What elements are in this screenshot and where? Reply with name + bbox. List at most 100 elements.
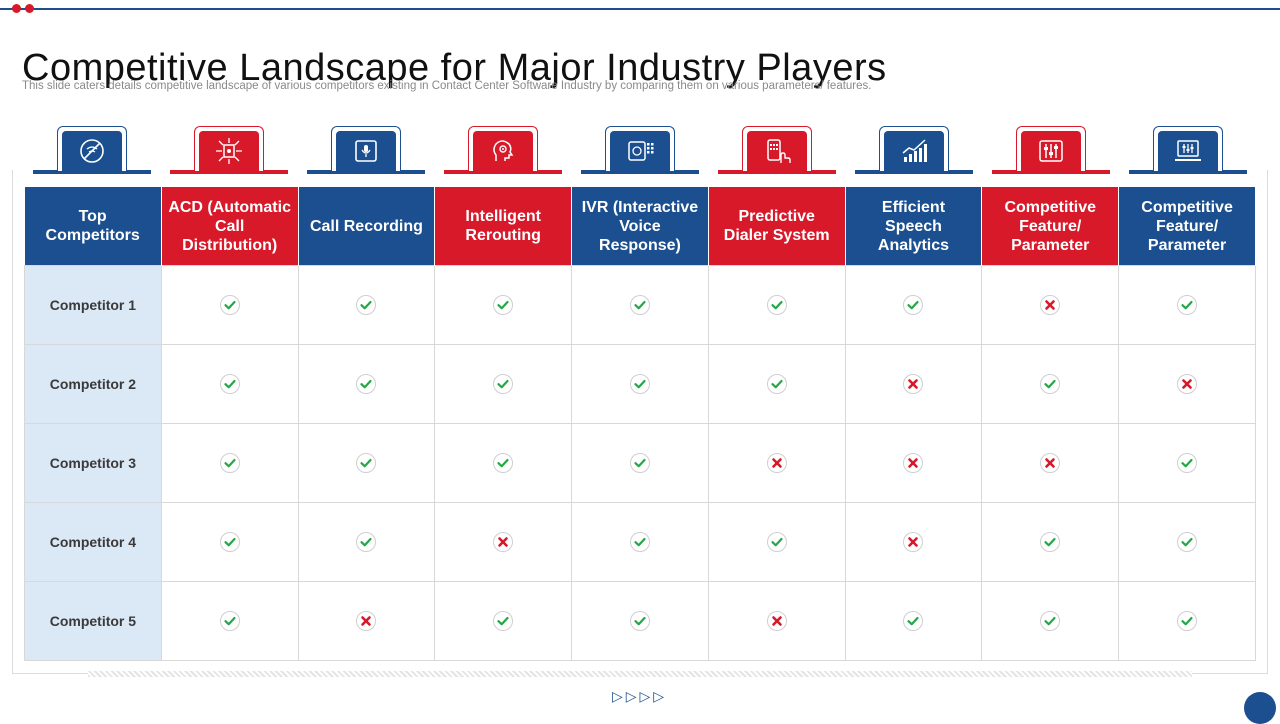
check-icon (1040, 532, 1061, 552)
check-icon (493, 453, 514, 473)
icon-tab-fill (62, 131, 122, 171)
icon-tab (992, 126, 1110, 174)
cross-icon (1040, 295, 1061, 315)
check-icon (356, 453, 377, 473)
feature-cell (1118, 581, 1256, 661)
comparison-table: Top Competitors ACD (Automatic Call Distr… (24, 187, 1256, 661)
check-icon (629, 374, 650, 394)
footer-stripe (88, 671, 1192, 677)
icon-tab-frame (331, 126, 401, 171)
feature-cell (707, 265, 846, 345)
check-icon (219, 532, 240, 552)
icon-tab-fill (199, 131, 259, 171)
icon-tab-frame (1016, 126, 1086, 171)
row-label: Competitor 3 (24, 423, 162, 503)
header-feature: Competitive Feature/ Parameter (981, 187, 1120, 266)
page-title: Competitive Landscape for Major Industry… (22, 47, 887, 90)
feature-cell (571, 581, 709, 661)
table-body: Competitor 1 Competitor 2 Competitor 3 Comp… (24, 265, 1256, 661)
feature-cell (297, 423, 436, 503)
cross-icon (903, 374, 924, 394)
feature-cell (981, 265, 1120, 345)
icon-tab-fill (747, 131, 807, 171)
feature-cell (844, 502, 983, 582)
icon-tab-fill (1158, 131, 1218, 171)
cross-icon (766, 453, 787, 473)
voice-response-icon (628, 141, 654, 161)
icon-tab-fill (473, 131, 533, 171)
icon-tab (307, 126, 425, 174)
feature-cell (844, 581, 983, 661)
feature-cell (1118, 423, 1256, 503)
feature-cell (707, 423, 846, 503)
icon-tab (1129, 126, 1247, 174)
head-gear-icon (493, 140, 514, 161)
icon-tab-bar (170, 170, 288, 174)
table-row: Competitor 3 (24, 423, 1256, 503)
feature-cell (297, 344, 436, 424)
header-feature: Competitive Feature/ Parameter (1118, 187, 1256, 266)
check-icon (356, 374, 377, 394)
row-label: Competitor 5 (24, 581, 162, 661)
feature-cell (160, 344, 299, 424)
feature-cell (844, 423, 983, 503)
cross-icon (1040, 453, 1061, 473)
icon-tab-frame (1153, 126, 1223, 171)
check-icon (1177, 532, 1198, 552)
header-feature: Call Recording (298, 187, 436, 266)
icon-tab (718, 126, 836, 174)
cross-icon (903, 453, 924, 473)
feature-cell (571, 344, 709, 424)
icon-tab (170, 126, 288, 174)
icon-tab (444, 126, 562, 174)
header-feature: Predictive Dialer System (708, 187, 846, 266)
icon-tab (581, 126, 699, 174)
header-feature: IVR (Interactive Voice Response) (571, 187, 709, 266)
feature-cell (707, 502, 846, 582)
icon-tab-bar (992, 170, 1110, 174)
feature-cell (434, 502, 573, 582)
check-icon (219, 611, 240, 631)
icon-tab-frame (605, 126, 675, 171)
row-label: Competitor 1 (24, 265, 162, 345)
cross-icon (1177, 374, 1198, 394)
feature-cell (981, 423, 1120, 503)
feature-cell (160, 265, 299, 345)
check-icon (1040, 611, 1061, 631)
feature-cell (160, 502, 299, 582)
row-label: Competitor 4 (24, 502, 162, 582)
decor-dot (25, 4, 34, 13)
laptop-settings-icon (1175, 140, 1201, 161)
feature-cell (297, 581, 436, 661)
icon-tab (33, 126, 151, 174)
page-subtitle: This slide caters details competitive la… (22, 80, 872, 92)
top-rule (0, 8, 1280, 10)
header-feature: ACD (Automatic Call Distribution) (161, 187, 299, 266)
feature-cell (297, 502, 436, 582)
feature-cell (844, 265, 983, 345)
row-label: Competitor 2 (24, 344, 162, 424)
icon-tab-frame (879, 126, 949, 171)
check-icon (1177, 611, 1198, 631)
next-arrows[interactable]: ▷▷▷▷ (612, 688, 668, 704)
check-icon (629, 611, 650, 631)
analytics-chart-icon (902, 139, 927, 162)
feature-cell (1118, 502, 1256, 582)
feature-cell (844, 344, 983, 424)
call-distribution-icon (216, 138, 242, 164)
feature-cell (160, 581, 299, 661)
feature-cell (434, 423, 573, 503)
feature-cell (707, 344, 846, 424)
feature-cell (297, 265, 436, 345)
corner-circle (1244, 692, 1276, 724)
table-row: Competitor 2 (24, 344, 1256, 424)
no-signal-icon (80, 139, 104, 163)
feature-cell (707, 581, 846, 661)
check-icon (903, 295, 924, 315)
check-icon (766, 295, 787, 315)
cross-icon (493, 532, 514, 552)
feature-cell (981, 344, 1120, 424)
icon-tab-frame (468, 126, 538, 171)
icon-tab (855, 126, 973, 174)
recording-device-icon (355, 140, 377, 162)
